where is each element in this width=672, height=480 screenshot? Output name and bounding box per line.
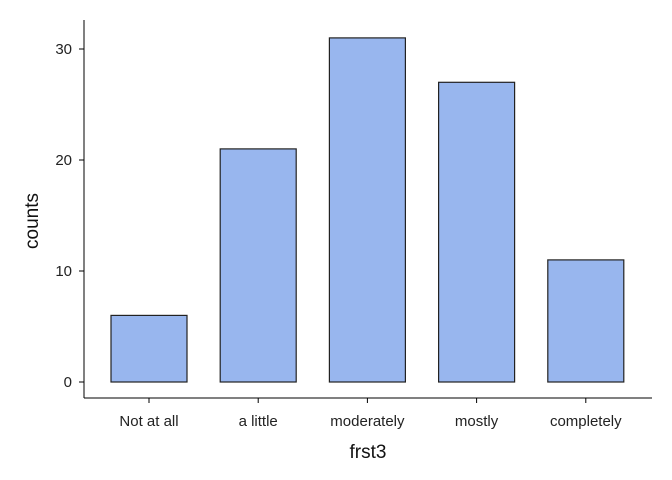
- y-tick-label: 30: [55, 41, 72, 58]
- axes-group: [79, 20, 652, 403]
- bar-completely: [547, 259, 625, 383]
- bar-not-at-all: [110, 314, 188, 383]
- x-tick-label: Not at all: [119, 413, 178, 430]
- x-tick-label: completely: [550, 413, 622, 430]
- y-axis-title: counts: [22, 193, 43, 249]
- bar-a-little: [219, 148, 297, 383]
- y-tick-label: 20: [55, 152, 72, 169]
- y-tick-label: 0: [64, 374, 72, 391]
- x-tick-label: a little: [239, 413, 278, 430]
- bar-mostly: [438, 81, 516, 383]
- x-axis-title: frst3: [350, 442, 387, 463]
- y-tick-label: 10: [55, 263, 72, 280]
- bars-group: [110, 37, 625, 383]
- x-tick-label: mostly: [455, 413, 499, 430]
- x-tick-label: moderately: [330, 413, 405, 430]
- y-tick-labels: 0 10 20 30: [55, 41, 72, 391]
- x-tick-labels: Not at all a little moderately mostly comple…: [119, 413, 622, 430]
- bar-moderately: [328, 37, 406, 383]
